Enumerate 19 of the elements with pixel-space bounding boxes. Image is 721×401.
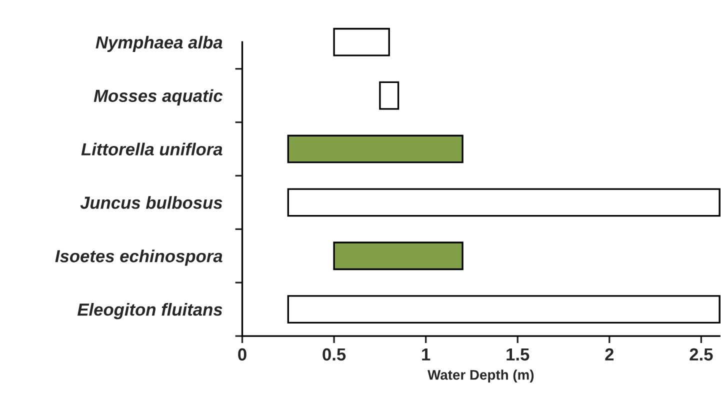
x-axis-title: Water Depth (m) — [428, 370, 534, 383]
bar — [287, 134, 464, 164]
bar — [287, 295, 720, 324]
x-tick-label: 1 — [422, 348, 430, 360]
x-tick-label: 1.5 — [506, 348, 530, 361]
bar — [333, 28, 390, 56]
y-tick-label: Eleogiton fluitans — [77, 303, 222, 320]
y-tick-label: Juncus bulbosus — [80, 196, 222, 209]
bar — [287, 188, 720, 217]
x-tick-label: 0.5 — [322, 348, 346, 361]
y-tick-label: Littorella uniflora — [81, 142, 222, 156]
x-tick-label: 2 — [605, 348, 614, 360]
bar — [333, 242, 464, 270]
bar — [379, 81, 400, 110]
y-tick-label: Isoetes echinospora — [55, 250, 222, 266]
y-tick-label: Mosses aquatic — [94, 89, 223, 106]
x-tick-label: 0 — [238, 348, 246, 361]
y-tick-label: Nymphaea alba — [96, 36, 222, 52]
x-tick-label: 2.5 — [690, 348, 713, 361]
